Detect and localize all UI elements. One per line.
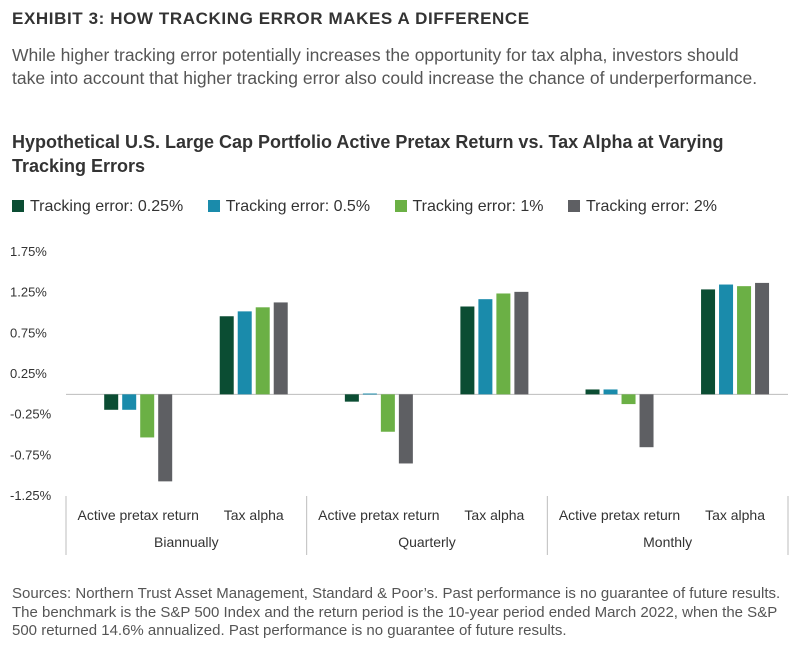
bar [460,306,475,395]
bar [496,293,511,395]
legend-item-1: Tracking error: 0.5% [207,198,371,216]
bar [639,394,654,448]
bar [585,389,600,395]
legend-label-3: Tracking error: 2% [585,198,717,215]
legend-swatch-1 [207,200,220,212]
bar [273,302,288,395]
chart-legend: Tracking error: 0.25% Tracking error: 0.… [12,198,737,216]
bar [158,394,173,482]
bar [719,284,734,395]
y-tick-label: 0.75% [10,325,47,340]
bar [755,282,770,395]
bar [104,394,119,410]
y-tick-label: -0.25% [10,407,52,422]
bar [362,393,377,395]
bar [380,394,395,432]
bar [621,394,636,405]
exhibit-heading: EXHIBIT 3: HOW TRACKING ERROR MAKES A DI… [12,9,530,28]
legend-swatch-3 [567,200,580,212]
legend-swatch-0 [12,200,24,212]
bar [219,316,234,395]
bar [140,394,155,438]
legend-item-0: Tracking error: 0.25% [12,198,183,216]
subcategory-label: Active pretax return [559,507,680,523]
subcategory-label: Tax alpha [464,507,524,523]
group-label: Quarterly [398,534,456,550]
subcategory-label: Tax alpha [224,507,284,523]
bar [398,394,413,464]
legend-item-2: Tracking error: 1% [394,198,544,216]
bar [514,291,529,395]
subcategory-label: Active pretax return [318,507,439,523]
group-label: Biannually [154,534,219,550]
group-label: Monthly [643,534,692,550]
y-tick-label: -1.25% [10,488,52,503]
legend-label-2: Tracking error: 1% [412,198,544,215]
bar [122,394,137,410]
legend-label-1: Tracking error: 0.5% [225,198,371,215]
bar [478,299,493,395]
y-tick-label: 0.25% [10,366,47,381]
subcategory-label: Active pretax return [78,507,199,523]
y-tick-label: 1.25% [10,285,47,300]
legend-label-0: Tracking error: 0.25% [30,198,184,215]
y-tick-label: -0.75% [10,447,52,462]
bar [255,307,270,395]
intro-text: While higher tracking error potentially … [12,45,758,88]
bar [237,311,252,395]
bar [701,289,716,395]
legend-item-3: Tracking error: 2% [567,198,717,216]
bar [344,394,359,402]
bar [603,389,618,395]
legend-swatch-2 [394,200,407,212]
y-tick-label: 1.75% [10,244,47,259]
bar [737,286,752,395]
chart-title: Hypothetical U.S. Large Cap Portfolio Ac… [12,132,724,176]
subcategory-label: Tax alpha [705,507,765,523]
sources-note: Sources: Northern Trust Asset Management… [12,585,781,639]
